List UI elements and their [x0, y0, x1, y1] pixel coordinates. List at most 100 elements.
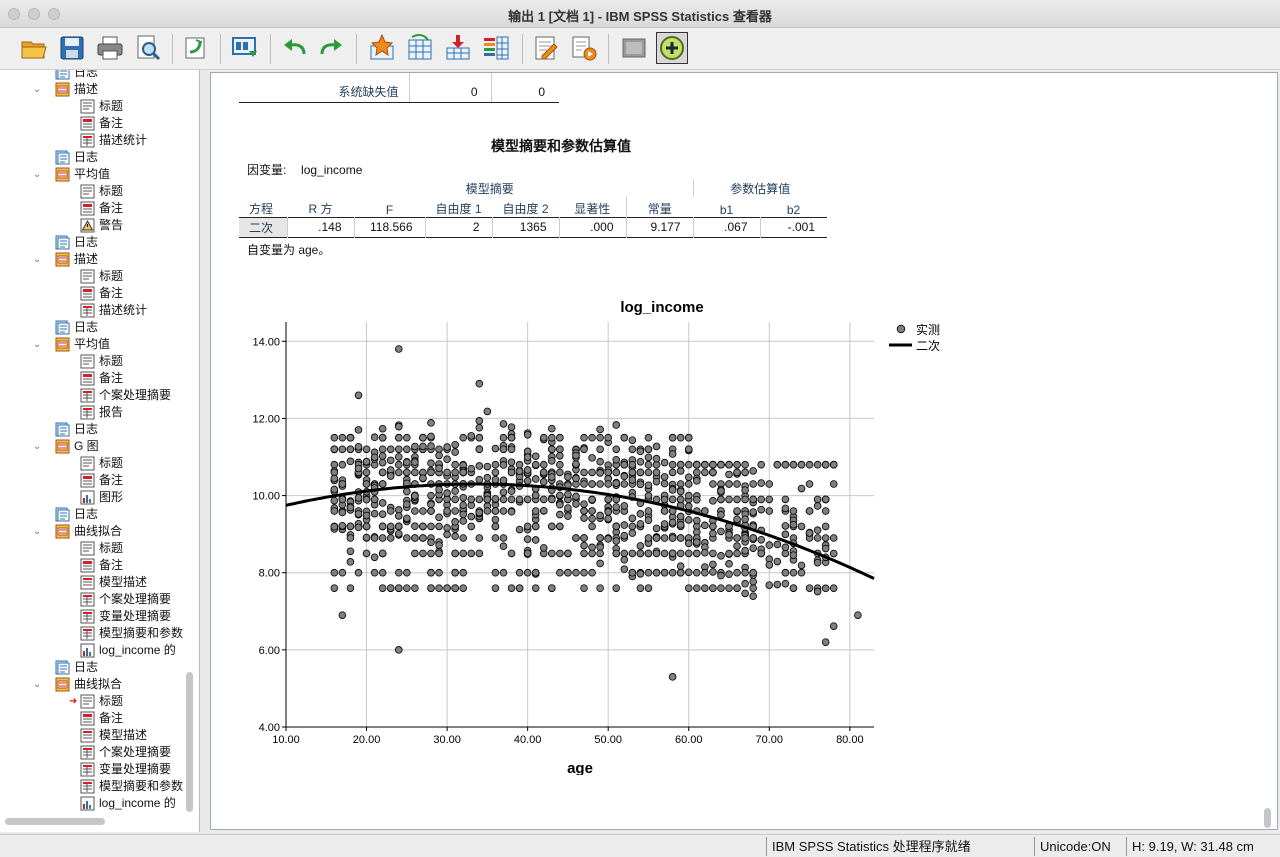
scatter-point	[499, 507, 508, 515]
scatter-point	[491, 507, 500, 515]
scatter-point	[684, 445, 693, 454]
outline-item-label: 个案处理摘要	[99, 388, 172, 402]
scatter-point	[757, 505, 766, 514]
scatter-point	[451, 441, 459, 449]
chart-icon	[80, 490, 95, 505]
outline-item-label: 标题	[99, 456, 124, 470]
scatter-point	[491, 568, 500, 577]
redo-icon[interactable]	[316, 32, 348, 64]
scatter-point	[386, 445, 395, 454]
scatter-point	[644, 481, 653, 490]
current-position-arrow-icon: ➜	[69, 696, 78, 707]
column-header: b2	[786, 202, 801, 217]
scatter-point	[330, 507, 339, 515]
scatter-point	[652, 454, 661, 463]
export-icon[interactable]	[180, 32, 212, 64]
scatter-point	[765, 541, 774, 549]
content-pane[interactable]: 系统缺失值 0 0 模型摘要和参数估算值 因变量: log_income 模型摘…	[210, 72, 1278, 830]
scatter-point	[403, 458, 411, 467]
outline-vertical-scrollbar[interactable]	[186, 672, 193, 812]
outline-item-label: 平均值	[74, 337, 111, 351]
chevron-down-icon[interactable]: ⌄	[33, 441, 42, 452]
table-icon	[80, 762, 95, 777]
table-icon	[80, 609, 95, 624]
scatter-point	[378, 445, 387, 454]
variables-icon[interactable]	[480, 32, 512, 64]
scatter-point	[781, 543, 790, 552]
outline-pane[interactable]: 日志 ⌄ 描述 标题 备注 描述统计 日志 ⌄ 平均值 标题 备注 警告 日志 ⌄ 描述 标题 备注 描述统计 日志…	[0, 70, 200, 832]
outline-item-label: 图形	[99, 490, 124, 504]
scatter-point	[435, 541, 443, 549]
scatter-point	[701, 468, 709, 477]
chevron-down-icon[interactable]: ⌄	[33, 526, 42, 537]
minimize-window-button[interactable]	[28, 8, 40, 20]
scatter-point	[394, 468, 403, 477]
scatter-point	[370, 568, 379, 577]
scatter-point	[701, 521, 709, 530]
scatter-point	[741, 568, 749, 577]
scatter-point	[411, 492, 419, 500]
scatter-point	[386, 584, 395, 592]
scatter-point	[556, 549, 564, 558]
scatter-point	[467, 495, 476, 504]
goto-data-icon[interactable]	[366, 32, 398, 64]
chevron-down-icon[interactable]: ⌄	[33, 84, 42, 95]
save-icon[interactable]	[56, 32, 88, 64]
chevron-down-icon[interactable]: ⌄	[33, 679, 42, 690]
scatter-point	[692, 477, 701, 485]
scatter-point	[596, 445, 604, 454]
scatter-point	[370, 495, 379, 504]
notes-icon	[80, 116, 95, 131]
scatter-chart[interactable]: 10.00 20.00 30.00 40.00 50.00 60.00 70.00 80.00…	[239, 295, 999, 775]
print-icon[interactable]	[94, 32, 126, 64]
scatter-point	[628, 476, 637, 484]
scatter-point	[411, 468, 419, 477]
goto-case-icon[interactable]	[404, 32, 436, 64]
chart-icon	[80, 643, 95, 658]
scatter-point	[580, 445, 588, 454]
open-icon[interactable]	[18, 32, 50, 64]
outline-item-label: 曲线拟合	[74, 677, 123, 691]
chevron-down-icon[interactable]: ⌄	[33, 254, 42, 265]
scatter-point	[467, 432, 476, 440]
scatter-point	[588, 514, 596, 523]
insert-output-icon[interactable]	[530, 32, 562, 64]
goto-variable-icon[interactable]	[442, 32, 474, 64]
scatter-point	[749, 534, 757, 542]
close-window-button[interactable]	[8, 8, 20, 20]
pane-splitter[interactable]	[200, 70, 210, 832]
scatter-point	[394, 512, 403, 520]
scatter-point	[813, 460, 822, 469]
scatter-point	[403, 534, 411, 542]
scatter-point	[491, 522, 500, 531]
scatter-point	[636, 468, 645, 477]
zoom-window-button[interactable]	[48, 8, 60, 20]
scatter-point	[620, 502, 629, 510]
scatter-point	[330, 584, 339, 592]
insert-new-icon[interactable]	[656, 32, 688, 64]
scatter-point	[370, 509, 379, 518]
outline-item-label: 模型描述	[99, 575, 148, 589]
scatter-point	[749, 495, 757, 504]
outline-horizontal-scrollbar[interactable]	[5, 818, 105, 825]
scatter-point	[741, 546, 749, 555]
script-icon[interactable]	[568, 32, 600, 64]
scatter-point	[652, 524, 661, 533]
chevron-down-icon[interactable]: ⌄	[33, 339, 42, 350]
scatter-point	[789, 584, 798, 592]
recall-dialog-icon[interactable]	[228, 32, 260, 64]
scatter-point	[580, 584, 588, 592]
case-processing-table-partial: 系统缺失值 0 0	[239, 73, 559, 103]
print-preview-icon[interactable]	[132, 32, 164, 64]
undo-icon[interactable]	[278, 32, 310, 64]
chevron-down-icon[interactable]: ⌄	[33, 169, 42, 180]
scatter-point	[507, 423, 516, 431]
scatter-point	[676, 512, 685, 521]
scatter-point	[491, 495, 500, 503]
scatter-point	[531, 491, 540, 500]
chart-title: log_income	[620, 299, 703, 316]
scatter-point	[378, 568, 387, 577]
designate-window-icon[interactable]	[618, 32, 650, 64]
scatter-point	[564, 568, 572, 577]
content-vertical-scrollbar[interactable]	[1264, 808, 1271, 828]
